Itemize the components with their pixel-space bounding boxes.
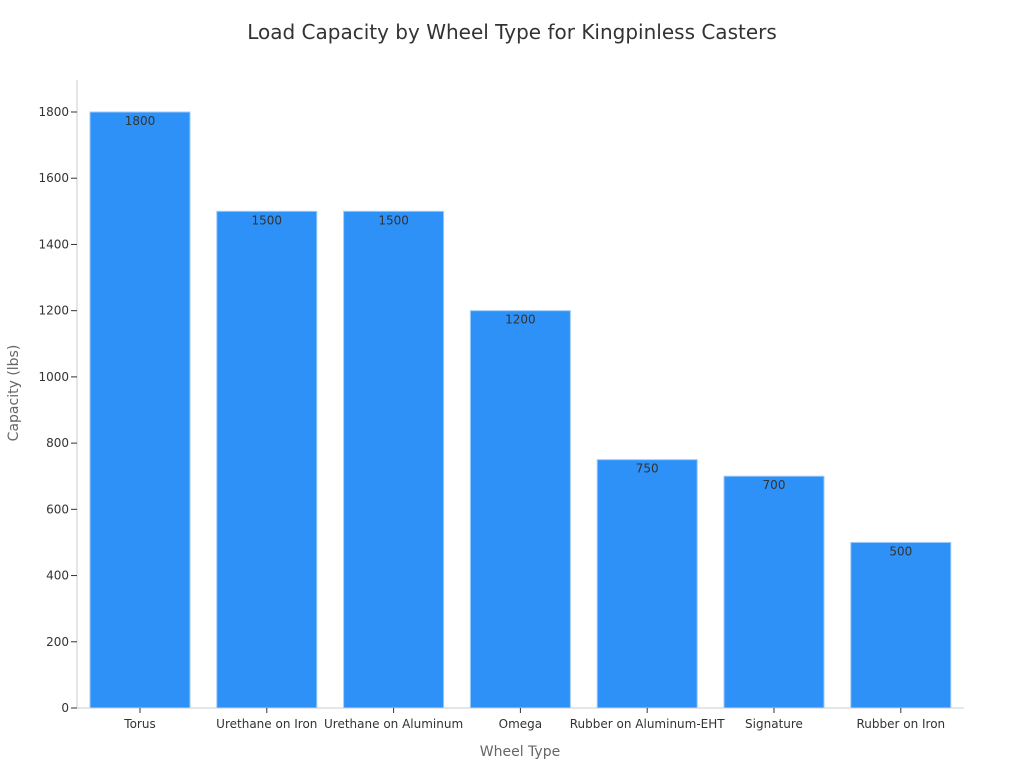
bars-group xyxy=(89,111,952,709)
y-tick-label: 1400 xyxy=(38,237,69,251)
bar-value-label: 750 xyxy=(636,462,659,476)
bar xyxy=(596,459,698,709)
bar-value-label: 1500 xyxy=(378,213,409,227)
y-tick-label: 1600 xyxy=(38,171,69,185)
y-tick-label: 1200 xyxy=(38,304,69,318)
x-tick-label: Rubber on Iron xyxy=(856,717,945,731)
y-tick-label: 1800 xyxy=(38,105,69,119)
bar xyxy=(89,111,191,709)
x-axis: Torus Urethane on Iron Urethane on Aluminu… xyxy=(77,707,964,731)
x-tick-label: Urethane on Aluminum xyxy=(324,717,463,731)
y-axis: 0 200 400 600 800 1000 1200 1400 1600 1800 xyxy=(38,80,78,715)
x-tick-label: Urethane on Iron xyxy=(216,717,317,731)
x-axis-label: Wheel Type xyxy=(480,744,560,760)
bar xyxy=(723,475,825,709)
y-tick-label: 400 xyxy=(46,569,69,583)
data-labels-group: 1800 1500 1500 1200 750 700 500 xyxy=(125,114,913,558)
bar-value-label: 700 xyxy=(763,478,786,492)
x-tick-label: Torus xyxy=(123,717,155,731)
bar-value-label: 1800 xyxy=(125,114,156,128)
y-axis-label: Capacity (lbs) xyxy=(6,345,22,442)
chart-title: Load Capacity by Wheel Type for Kingpinl… xyxy=(247,20,777,44)
bar-value-label: 1500 xyxy=(252,213,283,227)
bar xyxy=(469,310,571,709)
bar xyxy=(343,210,445,709)
x-tick-label: Omega xyxy=(499,717,543,731)
y-tick-label: 200 xyxy=(46,635,69,649)
bar xyxy=(850,541,952,709)
bar-value-label: 500 xyxy=(889,544,912,558)
y-tick-label: 600 xyxy=(46,502,69,516)
y-tick-label: 0 xyxy=(61,701,69,715)
x-tick-label: Rubber on Aluminum-EHT xyxy=(570,717,726,731)
x-tick-label: Signature xyxy=(745,717,803,731)
bar-value-label: 1200 xyxy=(505,313,536,327)
bar xyxy=(216,210,318,709)
y-tick-label: 800 xyxy=(46,436,69,450)
y-tick-label: 1000 xyxy=(38,370,69,384)
